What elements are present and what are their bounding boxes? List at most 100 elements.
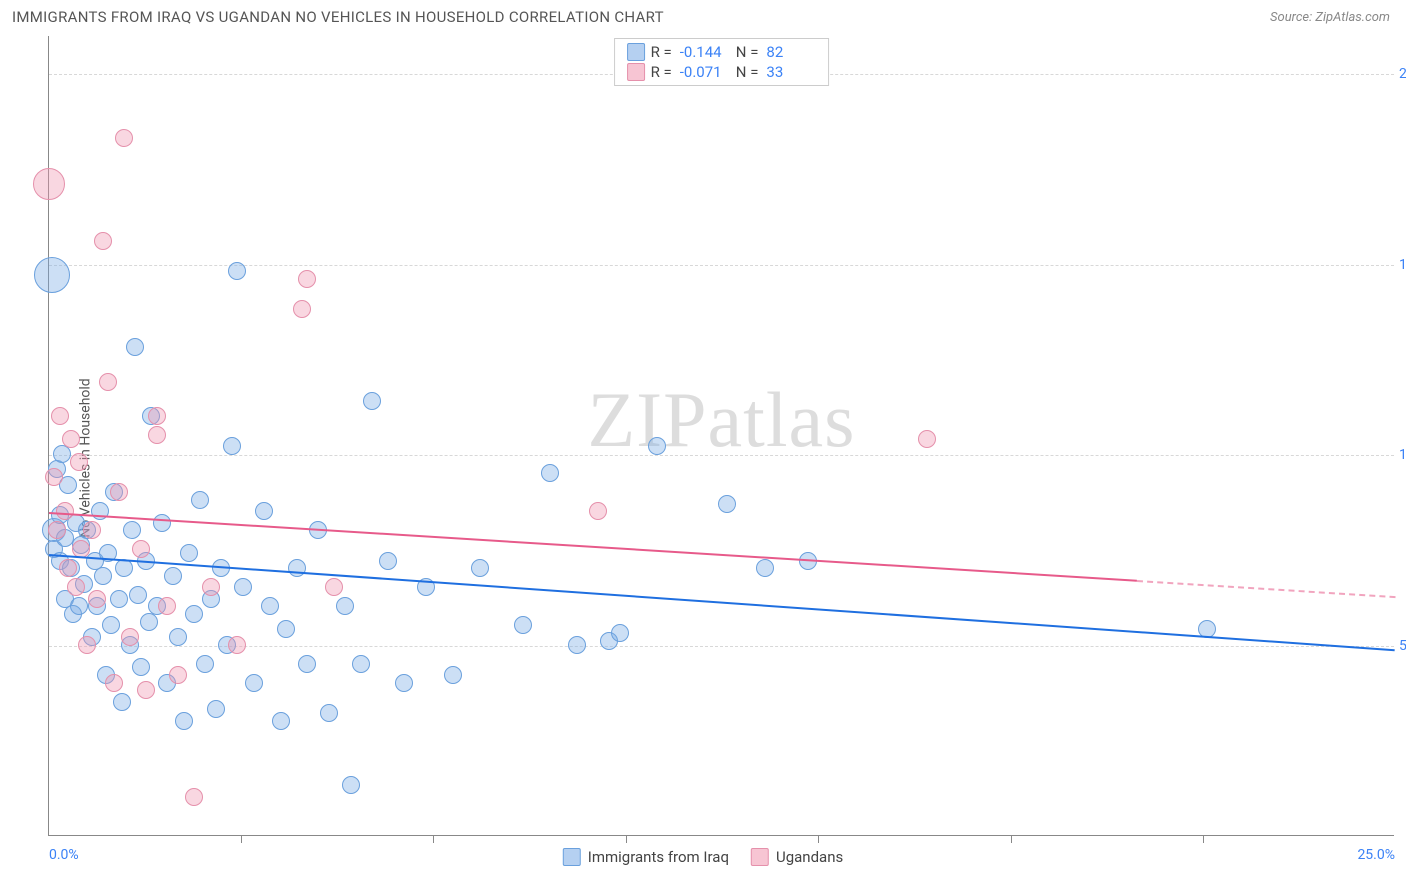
data-point <box>185 605 203 623</box>
x-tick <box>433 835 434 843</box>
data-point <box>123 521 141 539</box>
data-point <box>158 597 176 615</box>
data-point <box>132 658 150 676</box>
data-point <box>277 620 295 638</box>
data-point <box>514 616 532 634</box>
data-point <box>298 655 316 673</box>
x-tick <box>626 835 627 843</box>
x-tick <box>1011 835 1012 843</box>
data-point <box>180 544 198 562</box>
data-point <box>471 559 489 577</box>
data-point <box>568 636 586 654</box>
data-point <box>196 655 214 673</box>
data-point <box>325 578 343 596</box>
data-point <box>191 491 209 509</box>
chart-container: No Vehicles in Household ZIPatlas R =-0.… <box>12 36 1394 880</box>
data-point <box>148 426 166 444</box>
data-point <box>718 495 736 513</box>
data-point <box>342 776 360 794</box>
gridline <box>49 455 1394 456</box>
legend-n-value: 82 <box>766 43 816 61</box>
data-point <box>62 430 80 448</box>
data-point <box>121 628 139 646</box>
x-tick-label: 25.0% <box>1357 847 1395 863</box>
trend-line <box>1137 580 1396 598</box>
data-point <box>148 407 166 425</box>
data-point <box>99 373 117 391</box>
data-point <box>34 257 70 293</box>
data-point <box>126 338 144 356</box>
legend-r-label: R = <box>651 43 672 61</box>
data-point <box>255 502 273 520</box>
y-tick-label: 20.0% <box>1399 66 1406 82</box>
data-point <box>51 407 69 425</box>
legend-r-label: R = <box>651 63 672 81</box>
data-point <box>67 578 85 596</box>
data-point <box>110 483 128 501</box>
chart-source: Source: ZipAtlas.com <box>1270 10 1390 25</box>
x-tick <box>818 835 819 843</box>
legend-item: Immigrants from Iraq <box>563 848 729 866</box>
legend-swatch <box>751 848 769 866</box>
data-point <box>756 559 774 577</box>
data-point <box>352 655 370 673</box>
y-tick-label: 15.0% <box>1399 257 1406 273</box>
correlation-legend: R =-0.144N =82R = -0.071 N = 33 <box>614 38 830 86</box>
data-point <box>175 712 193 730</box>
data-point <box>169 666 187 684</box>
data-point <box>293 300 311 318</box>
data-point <box>110 590 128 608</box>
data-point <box>169 628 187 646</box>
data-point <box>56 502 74 520</box>
data-point <box>48 521 66 539</box>
data-point <box>94 567 112 585</box>
legend-n-label: N = <box>736 63 759 81</box>
data-point <box>78 636 96 654</box>
data-point <box>129 586 147 604</box>
legend-swatch <box>627 63 645 81</box>
data-point <box>137 681 155 699</box>
data-point <box>298 270 316 288</box>
data-point <box>115 129 133 147</box>
data-point <box>288 559 306 577</box>
data-point <box>88 590 106 608</box>
data-point <box>228 262 246 280</box>
legend-swatch <box>563 848 581 866</box>
y-tick-label: 5.0% <box>1399 638 1406 654</box>
data-point <box>918 430 936 448</box>
data-point <box>228 636 246 654</box>
legend-label: Ugandans <box>776 848 843 866</box>
data-point <box>45 468 63 486</box>
data-point <box>320 704 338 722</box>
data-point <box>272 712 290 730</box>
plot-area: ZIPatlas R =-0.144N =82R =-0.071N =33 5.… <box>48 36 1394 836</box>
data-point <box>648 437 666 455</box>
data-point <box>245 674 263 692</box>
data-point <box>589 502 607 520</box>
data-point <box>153 514 171 532</box>
gridline <box>49 646 1394 647</box>
y-tick-label: 10.0% <box>1399 447 1406 463</box>
legend-r-value: -0.071 <box>680 63 730 81</box>
data-point <box>395 674 413 692</box>
legend-row: R = -0.071 N = 33 <box>627 62 817 82</box>
watermark: ZIPatlas <box>588 375 856 465</box>
data-point <box>379 552 397 570</box>
data-point <box>132 540 150 558</box>
data-point <box>59 559 77 577</box>
legend-n-value: 33 <box>766 63 816 81</box>
data-point <box>444 666 462 684</box>
data-point <box>70 453 88 471</box>
data-point <box>83 521 101 539</box>
data-point <box>102 616 120 634</box>
data-point <box>113 693 131 711</box>
data-point <box>115 559 133 577</box>
x-tick-label: 0.0% <box>49 847 79 863</box>
legend-row: R =-0.144N =82 <box>627 42 817 62</box>
data-point <box>70 597 88 615</box>
data-point <box>164 567 182 585</box>
data-point <box>105 674 123 692</box>
data-point <box>94 232 112 250</box>
x-tick <box>1203 835 1204 843</box>
gridline <box>49 265 1394 266</box>
